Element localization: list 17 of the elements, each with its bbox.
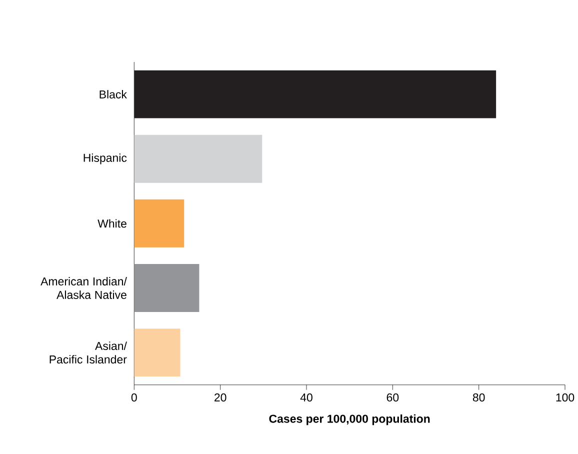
x-tick-label: 60 — [386, 393, 399, 402]
bar — [134, 134, 262, 183]
bar — [134, 264, 200, 312]
x-tick-label: 40 — [300, 393, 312, 402]
y-tick-label: Black — [100, 90, 127, 99]
x-tick-label: 100 — [556, 393, 574, 402]
bar — [134, 200, 184, 248]
bar — [134, 328, 180, 377]
y-tick-label: Hispanic — [84, 154, 127, 164]
y-tick-label: White — [98, 219, 126, 228]
y-tick-label: Asian/ Pacific Islander — [50, 342, 127, 364]
x-tick-label: 20 — [214, 393, 226, 402]
x-tick-label: 0 — [131, 393, 137, 402]
x-tick-label: 80 — [472, 393, 485, 402]
bar — [134, 70, 496, 118]
x-axis-title: Cases per 100,000 population — [269, 414, 430, 426]
y-tick-label: American Indian/ Alaska Native — [40, 277, 127, 300]
